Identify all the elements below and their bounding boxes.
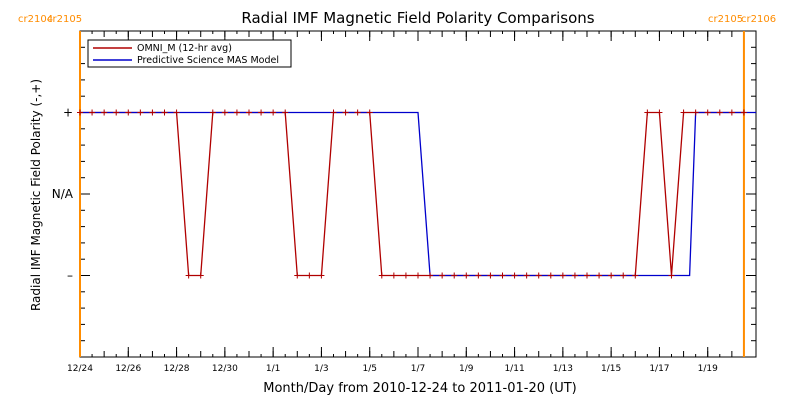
data-point (716, 109, 723, 116)
y-tick-label: – (67, 269, 73, 283)
data-point (125, 109, 132, 116)
chart-title: Radial IMF Magnetic Field Polarity Compa… (241, 9, 594, 27)
x-tick-label: 1/7 (411, 364, 425, 374)
cr-right-top-label: cr2105 (708, 14, 743, 25)
x-tick-label: 12/30 (212, 364, 238, 374)
legend-label-omni: OMNI_M (12-hr avg) (137, 43, 232, 54)
data-point (644, 109, 651, 116)
series-line-0 (80, 111, 744, 277)
data-point (318, 272, 325, 279)
x-tick-label: 1/19 (698, 364, 718, 374)
legend-box (87, 39, 292, 68)
x-axis-label: Month/Day from 2010-12-24 to 2011-01-20 … (263, 381, 576, 396)
data-point (728, 109, 735, 116)
data-point (197, 272, 204, 279)
data-point (596, 272, 603, 279)
x-tick-label: 1/13 (553, 364, 573, 374)
data-point (258, 109, 265, 116)
data-point (89, 109, 96, 116)
y-tick-label: + (63, 106, 73, 120)
data-point (740, 109, 747, 116)
data-point (354, 109, 361, 116)
x-tick-label: 12/26 (115, 364, 141, 374)
data-point (137, 109, 144, 116)
x-tick-label: 12/28 (164, 364, 190, 374)
data-point (306, 272, 313, 279)
x-tick-label: 12/24 (67, 364, 93, 374)
data-point (282, 109, 289, 116)
data-point (209, 109, 216, 116)
data-point (246, 109, 252, 116)
data-point (499, 272, 506, 279)
x-tick-label: 1/5 (362, 364, 376, 374)
data-point (270, 109, 277, 116)
data-point (101, 109, 108, 116)
data-point (342, 109, 349, 116)
data-point (680, 109, 687, 116)
legend-label-mas: Predictive Science MAS Model (137, 55, 279, 66)
data-point (584, 272, 590, 279)
data-point (632, 272, 639, 279)
data-point (656, 109, 663, 116)
data-point (475, 272, 482, 279)
data-point (173, 109, 180, 116)
data-point (668, 272, 675, 279)
data-point (427, 272, 434, 279)
data-point (511, 272, 518, 279)
data-point (608, 272, 615, 279)
data-point (402, 272, 409, 279)
data-point (161, 109, 168, 116)
data-point (378, 272, 385, 279)
cr-left-bottom-label: cr2105 (47, 14, 82, 25)
data-point (185, 272, 192, 279)
x-tick-label: 1/15 (601, 364, 621, 374)
data-point (113, 109, 120, 116)
x-tick-label: 1/17 (649, 364, 669, 374)
cr-left-top-label: cr2104 (18, 14, 53, 25)
data-point (463, 272, 470, 279)
data-point (415, 272, 421, 279)
data-point (451, 272, 458, 279)
data-point (535, 272, 542, 279)
data-point (559, 272, 566, 279)
data-point (547, 272, 554, 279)
data-point (523, 272, 530, 279)
series-line-1 (80, 111, 756, 277)
data-point (692, 109, 699, 116)
data-point (620, 272, 627, 279)
x-tick-label: 1/11 (504, 364, 524, 374)
data-point (77, 109, 83, 116)
x-tick-label: 1/3 (314, 364, 328, 374)
plot-area: – N/A +12/24 12/26 12/28 12/30 1/1 1/3 1/5 1/7 1/9… (52, 30, 757, 374)
data-point (149, 109, 156, 116)
data-point (221, 109, 228, 116)
data-point (571, 272, 578, 279)
data-point (330, 109, 337, 116)
data-point (704, 109, 711, 116)
legend: OMNI_M (12-hr avg) Predictive Science MA… (87, 39, 292, 68)
data-point (294, 272, 301, 279)
y-axis-label: Radial IMF Magnetic Field Polarity (-,+) (29, 79, 43, 311)
data-point (366, 109, 373, 116)
y-tick-label: N/A (52, 187, 74, 201)
data-point (487, 272, 494, 279)
x-tick-label: 1/9 (459, 364, 474, 374)
cr-right-bottom-label: cr2106 (741, 14, 776, 25)
data-point (390, 272, 397, 279)
plot-frame (79, 30, 757, 358)
data-point (233, 109, 240, 116)
data-point (439, 272, 446, 279)
x-tick-label: 1/1 (266, 364, 280, 374)
